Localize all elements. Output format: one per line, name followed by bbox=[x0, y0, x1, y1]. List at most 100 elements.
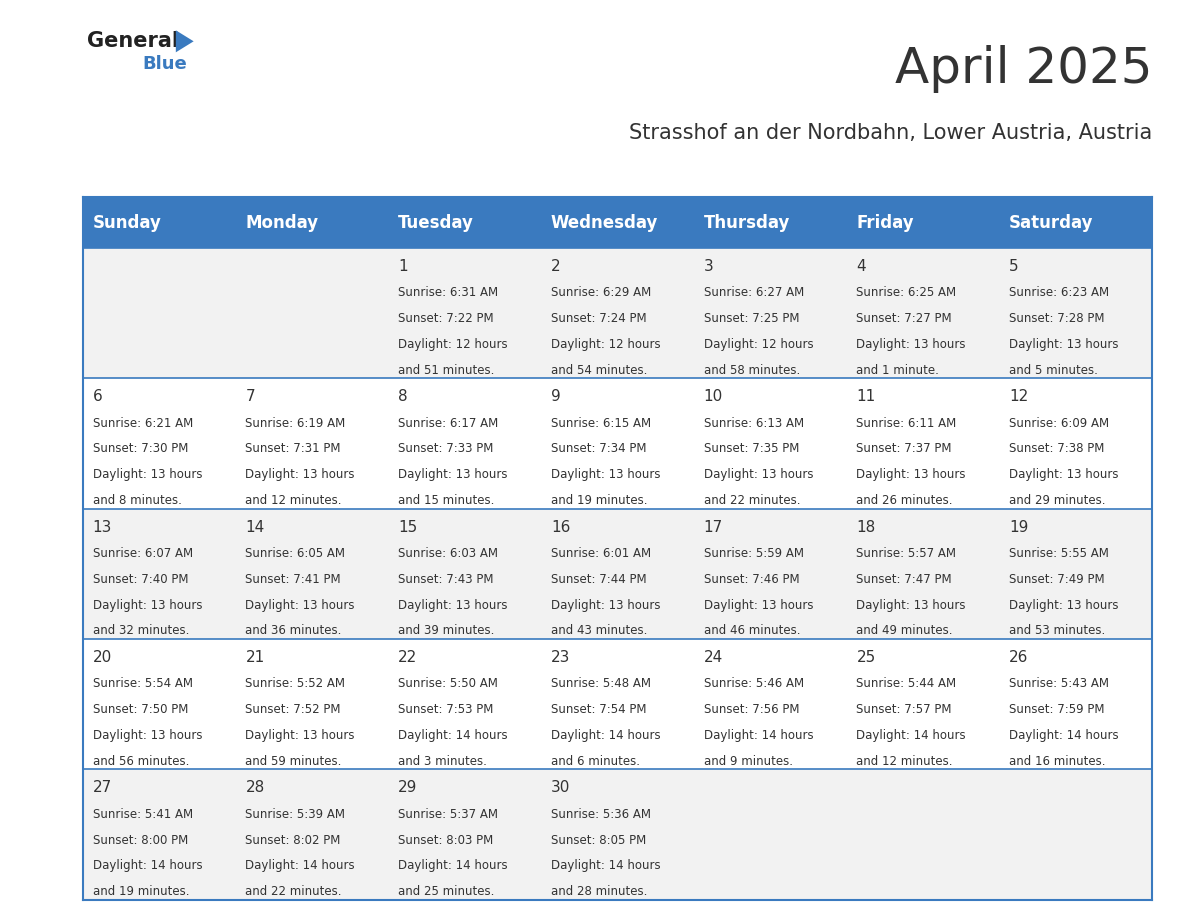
Text: Monday: Monday bbox=[246, 214, 318, 231]
Text: and 49 minutes.: and 49 minutes. bbox=[857, 624, 953, 637]
Text: Sunset: 7:25 PM: Sunset: 7:25 PM bbox=[703, 312, 800, 325]
Text: 6: 6 bbox=[93, 389, 102, 404]
Text: Daylight: 13 hours: Daylight: 13 hours bbox=[398, 599, 507, 611]
Text: Sunrise: 6:09 AM: Sunrise: 6:09 AM bbox=[1009, 417, 1110, 430]
Text: Sunset: 7:49 PM: Sunset: 7:49 PM bbox=[1009, 573, 1105, 586]
Text: Friday: Friday bbox=[857, 214, 914, 231]
Text: Sunset: 7:24 PM: Sunset: 7:24 PM bbox=[551, 312, 646, 325]
Text: Daylight: 12 hours: Daylight: 12 hours bbox=[551, 338, 661, 351]
Text: Tuesday: Tuesday bbox=[398, 214, 474, 231]
Bar bbox=[83, 639, 1152, 769]
Text: Sunrise: 5:39 AM: Sunrise: 5:39 AM bbox=[246, 808, 346, 821]
Text: Daylight: 13 hours: Daylight: 13 hours bbox=[551, 468, 661, 481]
Text: 26: 26 bbox=[1009, 650, 1029, 665]
Text: Daylight: 13 hours: Daylight: 13 hours bbox=[246, 729, 355, 742]
Text: Sunrise: 6:13 AM: Sunrise: 6:13 AM bbox=[703, 417, 804, 430]
Text: Sunset: 7:50 PM: Sunset: 7:50 PM bbox=[93, 703, 188, 716]
Text: Daylight: 12 hours: Daylight: 12 hours bbox=[398, 338, 507, 351]
Text: Sunrise: 6:15 AM: Sunrise: 6:15 AM bbox=[551, 417, 651, 430]
Text: Sunrise: 5:48 AM: Sunrise: 5:48 AM bbox=[551, 677, 651, 690]
Text: and 28 minutes.: and 28 minutes. bbox=[551, 885, 647, 898]
Text: Sunset: 7:46 PM: Sunset: 7:46 PM bbox=[703, 573, 800, 586]
Text: Sunrise: 5:59 AM: Sunrise: 5:59 AM bbox=[703, 547, 803, 560]
Text: 18: 18 bbox=[857, 520, 876, 534]
Text: Daylight: 13 hours: Daylight: 13 hours bbox=[551, 599, 661, 611]
Text: Sunset: 7:22 PM: Sunset: 7:22 PM bbox=[398, 312, 494, 325]
Text: 28: 28 bbox=[246, 780, 265, 795]
Text: 24: 24 bbox=[703, 650, 722, 665]
Text: Sunset: 7:34 PM: Sunset: 7:34 PM bbox=[551, 442, 646, 455]
Text: Sunrise: 6:21 AM: Sunrise: 6:21 AM bbox=[93, 417, 192, 430]
Text: Sunrise: 6:25 AM: Sunrise: 6:25 AM bbox=[857, 286, 956, 299]
Text: 13: 13 bbox=[93, 520, 112, 534]
Bar bbox=[83, 769, 1152, 900]
Text: and 8 minutes.: and 8 minutes. bbox=[93, 494, 182, 507]
Text: Sunset: 8:03 PM: Sunset: 8:03 PM bbox=[398, 834, 493, 846]
Text: 23: 23 bbox=[551, 650, 570, 665]
Text: Daylight: 13 hours: Daylight: 13 hours bbox=[93, 599, 202, 611]
Text: Sunrise: 6:31 AM: Sunrise: 6:31 AM bbox=[398, 286, 498, 299]
Text: Sunrise: 5:50 AM: Sunrise: 5:50 AM bbox=[398, 677, 498, 690]
Text: Blue: Blue bbox=[143, 55, 188, 73]
Text: 15: 15 bbox=[398, 520, 417, 534]
Text: Daylight: 14 hours: Daylight: 14 hours bbox=[398, 859, 507, 872]
Text: and 15 minutes.: and 15 minutes. bbox=[398, 494, 494, 507]
Text: Sunset: 7:30 PM: Sunset: 7:30 PM bbox=[93, 442, 188, 455]
Text: and 6 minutes.: and 6 minutes. bbox=[551, 755, 640, 767]
Text: Daylight: 13 hours: Daylight: 13 hours bbox=[857, 338, 966, 351]
Text: Sunrise: 6:17 AM: Sunrise: 6:17 AM bbox=[398, 417, 499, 430]
Text: Sunset: 7:28 PM: Sunset: 7:28 PM bbox=[1009, 312, 1105, 325]
Text: and 53 minutes.: and 53 minutes. bbox=[1009, 624, 1105, 637]
Text: Sunset: 7:59 PM: Sunset: 7:59 PM bbox=[1009, 703, 1105, 716]
Text: Sunrise: 5:57 AM: Sunrise: 5:57 AM bbox=[857, 547, 956, 560]
Text: Sunrise: 6:23 AM: Sunrise: 6:23 AM bbox=[1009, 286, 1110, 299]
Text: 17: 17 bbox=[703, 520, 722, 534]
Text: Daylight: 14 hours: Daylight: 14 hours bbox=[551, 729, 661, 742]
Text: Sunrise: 6:11 AM: Sunrise: 6:11 AM bbox=[857, 417, 956, 430]
Text: Sunset: 8:00 PM: Sunset: 8:00 PM bbox=[93, 834, 188, 846]
Text: Daylight: 13 hours: Daylight: 13 hours bbox=[857, 468, 966, 481]
Text: and 12 minutes.: and 12 minutes. bbox=[857, 755, 953, 767]
Text: and 22 minutes.: and 22 minutes. bbox=[246, 885, 342, 898]
Text: 14: 14 bbox=[246, 520, 265, 534]
Text: Daylight: 14 hours: Daylight: 14 hours bbox=[398, 729, 507, 742]
Text: Sunrise: 6:27 AM: Sunrise: 6:27 AM bbox=[703, 286, 804, 299]
Text: 19: 19 bbox=[1009, 520, 1029, 534]
Text: and 43 minutes.: and 43 minutes. bbox=[551, 624, 647, 637]
Text: April 2025: April 2025 bbox=[895, 45, 1152, 93]
Text: Daylight: 13 hours: Daylight: 13 hours bbox=[703, 599, 813, 611]
Text: Sunset: 7:38 PM: Sunset: 7:38 PM bbox=[1009, 442, 1105, 455]
Text: Sunset: 8:05 PM: Sunset: 8:05 PM bbox=[551, 834, 646, 846]
Text: and 9 minutes.: and 9 minutes. bbox=[703, 755, 792, 767]
Text: and 32 minutes.: and 32 minutes. bbox=[93, 624, 189, 637]
Text: and 58 minutes.: and 58 minutes. bbox=[703, 364, 800, 376]
Text: Sunrise: 5:43 AM: Sunrise: 5:43 AM bbox=[1009, 677, 1110, 690]
Text: Sunrise: 5:46 AM: Sunrise: 5:46 AM bbox=[703, 677, 804, 690]
Text: 16: 16 bbox=[551, 520, 570, 534]
Text: 2: 2 bbox=[551, 259, 561, 274]
Text: 21: 21 bbox=[246, 650, 265, 665]
Text: Daylight: 13 hours: Daylight: 13 hours bbox=[93, 729, 202, 742]
Text: Sunset: 7:31 PM: Sunset: 7:31 PM bbox=[246, 442, 341, 455]
Bar bbox=[83, 378, 1152, 509]
Text: and 59 minutes.: and 59 minutes. bbox=[246, 755, 342, 767]
Text: 12: 12 bbox=[1009, 389, 1029, 404]
Text: 7: 7 bbox=[246, 389, 255, 404]
Text: Sunrise: 5:41 AM: Sunrise: 5:41 AM bbox=[93, 808, 192, 821]
Text: Sunset: 7:53 PM: Sunset: 7:53 PM bbox=[398, 703, 493, 716]
Text: Daylight: 13 hours: Daylight: 13 hours bbox=[703, 468, 813, 481]
Text: Sunrise: 6:01 AM: Sunrise: 6:01 AM bbox=[551, 547, 651, 560]
Text: and 3 minutes.: and 3 minutes. bbox=[398, 755, 487, 767]
Text: 10: 10 bbox=[703, 389, 722, 404]
Text: 29: 29 bbox=[398, 780, 417, 795]
Text: 11: 11 bbox=[857, 389, 876, 404]
Text: and 26 minutes.: and 26 minutes. bbox=[857, 494, 953, 507]
Text: and 1 minute.: and 1 minute. bbox=[857, 364, 940, 376]
Text: Sunset: 7:27 PM: Sunset: 7:27 PM bbox=[857, 312, 952, 325]
Text: and 39 minutes.: and 39 minutes. bbox=[398, 624, 494, 637]
Text: Sunrise: 6:05 AM: Sunrise: 6:05 AM bbox=[246, 547, 346, 560]
Text: Sunrise: 6:07 AM: Sunrise: 6:07 AM bbox=[93, 547, 192, 560]
Text: Sunset: 7:41 PM: Sunset: 7:41 PM bbox=[246, 573, 341, 586]
Text: Daylight: 13 hours: Daylight: 13 hours bbox=[246, 599, 355, 611]
Text: Daylight: 14 hours: Daylight: 14 hours bbox=[1009, 729, 1119, 742]
